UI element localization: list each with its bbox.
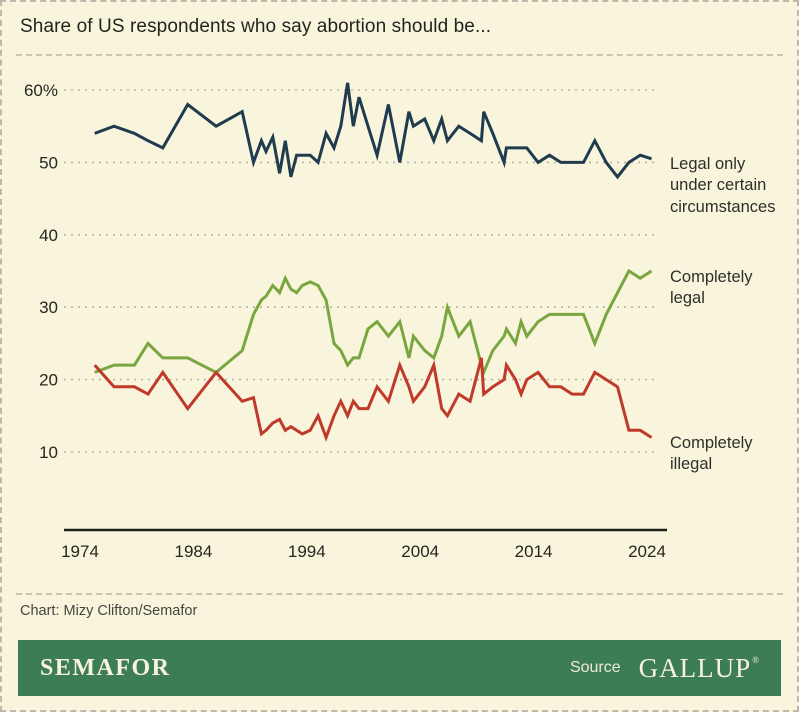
- x-tick-label-2004: 2004: [401, 542, 439, 561]
- chart-title: Share of US respondents who say abortion…: [20, 16, 492, 37]
- semafor-logo: SEMAFOR: [40, 654, 171, 681]
- chart-plot-area: 60% 50 40 30 20 10 1974 1984 1994 2004 2014 2024 Le…: [2, 62, 797, 574]
- series-line-1: [94, 268, 653, 377]
- y-tick-label-40: 40: [39, 226, 58, 245]
- x-tick-label-1974: 1974: [61, 542, 99, 561]
- y-tick-label-20: 20: [39, 371, 58, 390]
- x-tick-label-2024: 2024: [628, 542, 666, 561]
- x-tick-label-1994: 1994: [288, 542, 326, 561]
- series-line-2: [93, 357, 653, 442]
- source-attribution: Source GALLUP®: [570, 653, 759, 684]
- x-tick-label-2014: 2014: [515, 542, 553, 561]
- gallup-logo: GALLUP®: [639, 653, 759, 684]
- y-tick-label-10: 10: [39, 443, 58, 462]
- gallup-wordmark: GALLUP: [638, 652, 752, 683]
- title-divider: [16, 54, 783, 56]
- y-tick-label-50: 50: [39, 153, 58, 172]
- credit-divider: [16, 593, 783, 595]
- registered-mark: ®: [752, 654, 760, 665]
- source-label: Source: [569, 659, 621, 676]
- chart-svg: 60% 50 40 30 20 10 1974 1984 1994 2004 2014 2024: [24, 81, 667, 561]
- chart-credit: Chart: Mizy Clifton/Semafor: [20, 603, 198, 619]
- y-tick-label-60: 60%: [24, 81, 58, 100]
- series-line-0: [94, 82, 652, 180]
- series-label-completely-legal: Completely legal: [670, 268, 753, 308]
- x-tick-label-1984: 1984: [174, 542, 212, 561]
- series-label-legal-only-certain: Legal only under certain circumstances: [670, 155, 776, 216]
- y-tick-label-30: 30: [39, 298, 58, 317]
- footer-bar: SEMAFOR Source GALLUP®: [18, 640, 781, 696]
- series-label-completely-illegal: Completely illegal: [670, 434, 753, 474]
